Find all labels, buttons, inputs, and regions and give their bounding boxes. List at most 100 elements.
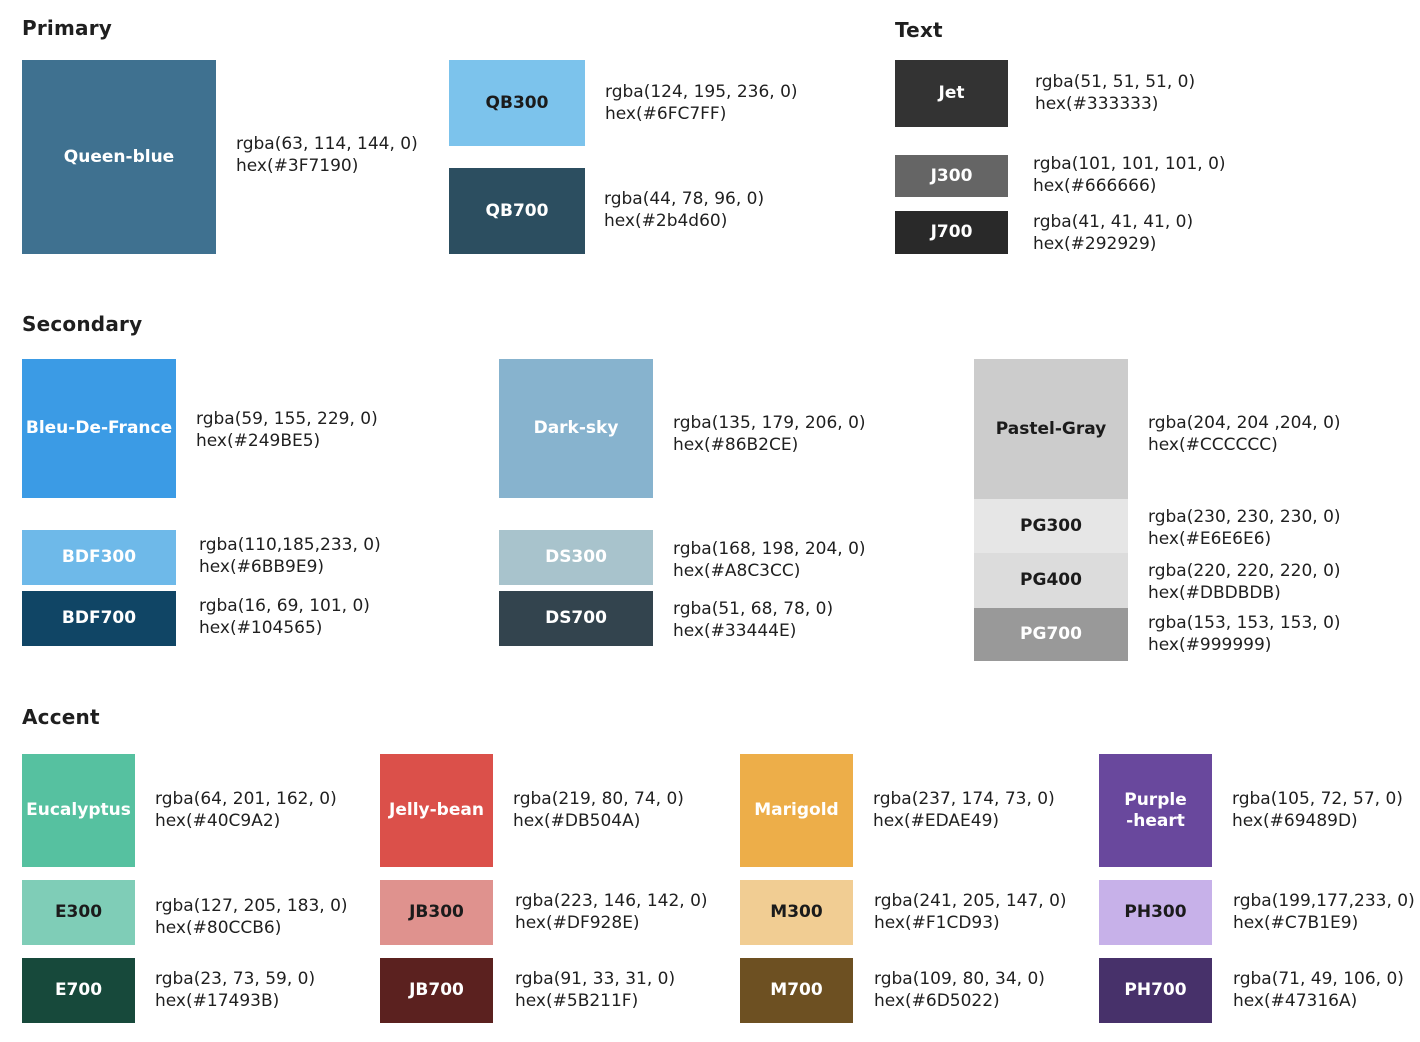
rgba-value: rgba(23, 73, 59, 0) bbox=[155, 969, 316, 989]
swatch-label: Eucalyptus bbox=[26, 800, 131, 820]
color-values-m300: rgba(241, 205, 147, 0) hex(#F1CD93) bbox=[874, 890, 1067, 934]
hex-value: hex(#5B211F) bbox=[515, 991, 639, 1011]
color-values-dark-sky: rgba(135, 179, 206, 0) hex(#86B2CE) bbox=[673, 412, 866, 456]
rgba-value: rgba(241, 205, 147, 0) bbox=[874, 891, 1067, 911]
rgba-value: rgba(101, 101, 101, 0) bbox=[1033, 154, 1226, 174]
section-heading-text: Text bbox=[895, 18, 943, 42]
hex-value: hex(#F1CD93) bbox=[874, 913, 1000, 933]
rgba-value: rgba(16, 69, 101, 0) bbox=[199, 596, 370, 616]
rgba-value: rgba(153, 153, 153, 0) bbox=[1148, 613, 1341, 633]
swatch-e300: E300 bbox=[22, 880, 135, 945]
hex-value: hex(#666666) bbox=[1033, 176, 1157, 196]
swatch-bdf700: BDF700 bbox=[22, 591, 176, 646]
swatch-label: PH700 bbox=[1124, 980, 1187, 1000]
hex-value: hex(#DF928E) bbox=[515, 913, 640, 933]
hex-value: hex(#249BE5) bbox=[196, 431, 321, 451]
swatch-label: DS300 bbox=[545, 547, 607, 567]
rgba-value: rgba(91, 33, 31, 0) bbox=[515, 969, 676, 989]
swatch-label: PG700 bbox=[1020, 624, 1082, 644]
swatch-pg700: PG700 bbox=[974, 608, 1128, 661]
color-values-ph300: rgba(199,177,233, 0) hex(#C7B1E9) bbox=[1233, 890, 1415, 934]
rgba-value: rgba(63, 114, 144, 0) bbox=[236, 134, 418, 154]
hex-value: hex(#2b4d60) bbox=[604, 211, 728, 231]
color-values-pg300: rgba(230, 230, 230, 0) hex(#E6E6E6) bbox=[1148, 506, 1341, 550]
swatch-label: E700 bbox=[54, 980, 103, 1000]
rgba-value: rgba(204, 204 ,204, 0) bbox=[1148, 413, 1341, 433]
swatch-marigold: Marigold bbox=[740, 754, 853, 867]
swatch-label: Marigold bbox=[754, 800, 839, 820]
color-values-ds700: rgba(51, 68, 78, 0) hex(#33444E) bbox=[673, 598, 833, 642]
swatch-qb300: QB300 bbox=[449, 60, 585, 146]
hex-value: hex(#86B2CE) bbox=[673, 435, 799, 455]
color-values-e300: rgba(127, 205, 183, 0) hex(#80CCB6) bbox=[155, 895, 348, 939]
swatch-qb700: QB700 bbox=[449, 168, 585, 254]
color-values-j300: rgba(101, 101, 101, 0) hex(#666666) bbox=[1033, 153, 1226, 197]
rgba-value: rgba(51, 68, 78, 0) bbox=[673, 599, 834, 619]
swatch-label: PG300 bbox=[1020, 515, 1082, 536]
rgba-value: rgba(71, 49, 106, 0) bbox=[1233, 969, 1404, 989]
hex-value: hex(#CCCCCC) bbox=[1148, 435, 1278, 455]
swatch-label: JB700 bbox=[409, 980, 464, 1000]
rgba-value: rgba(44, 78, 96, 0) bbox=[604, 189, 765, 209]
swatch-jb700: JB700 bbox=[380, 958, 493, 1023]
swatch-m700: M700 bbox=[740, 958, 853, 1023]
swatch-m300: M300 bbox=[740, 880, 853, 945]
color-values-qb700: rgba(44, 78, 96, 0) hex(#2b4d60) bbox=[604, 188, 764, 232]
swatch-pg400: PG400 bbox=[974, 553, 1128, 608]
hex-value: hex(#47316A) bbox=[1233, 991, 1358, 1011]
rgba-value: rgba(41, 41, 41, 0) bbox=[1033, 212, 1194, 232]
swatch-label: QB300 bbox=[485, 92, 549, 113]
rgba-value: rgba(168, 198, 204, 0) bbox=[673, 539, 866, 559]
hex-value: hex(#6D5022) bbox=[874, 991, 1000, 1011]
rgba-value: rgba(124, 195, 236, 0) bbox=[605, 82, 798, 102]
color-values-j700: rgba(41, 41, 41, 0) hex(#292929) bbox=[1033, 211, 1193, 255]
color-values-qb300: rgba(124, 195, 236, 0) hex(#6FC7FF) bbox=[605, 81, 798, 125]
color-values-pastel-gray: rgba(204, 204 ,204, 0) hex(#CCCCCC) bbox=[1148, 412, 1341, 456]
swatch-label-line-2: -heart bbox=[1126, 810, 1185, 831]
swatch-ph700: PH700 bbox=[1099, 958, 1212, 1023]
color-values-bleu-de-france: rgba(59, 155, 229, 0) hex(#249BE5) bbox=[196, 408, 378, 452]
rgba-value: rgba(51, 51, 51, 0) bbox=[1035, 72, 1196, 92]
swatch-label: BDF300 bbox=[61, 547, 137, 567]
hex-value: hex(#80CCB6) bbox=[155, 918, 282, 938]
hex-value: hex(#DB504A) bbox=[513, 811, 641, 831]
rgba-value: rgba(223, 146, 142, 0) bbox=[515, 891, 708, 911]
hex-value: hex(#C7B1E9) bbox=[1233, 913, 1359, 933]
rgba-value: rgba(230, 230, 230, 0) bbox=[1148, 507, 1341, 527]
rgba-value: rgba(59, 155, 229, 0) bbox=[196, 409, 378, 429]
swatch-label: M300 bbox=[770, 902, 823, 922]
swatch-ds700: DS700 bbox=[499, 591, 653, 646]
hex-value: hex(#E6E6E6) bbox=[1148, 529, 1272, 549]
swatch-label: Dark-sky bbox=[533, 418, 619, 438]
color-values-bdf700: rgba(16, 69, 101, 0) hex(#104565) bbox=[199, 595, 370, 639]
swatch-label: Queen-blue bbox=[63, 146, 175, 167]
swatch-label: DS700 bbox=[545, 608, 607, 628]
hex-value: hex(#33444E) bbox=[673, 621, 797, 641]
swatch-label: PH300 bbox=[1124, 902, 1187, 922]
color-values-pg400: rgba(220, 220, 220, 0) hex(#DBDBDB) bbox=[1148, 560, 1341, 604]
swatch-pastel-gray: Pastel-Gray bbox=[974, 359, 1128, 499]
hex-value: hex(#333333) bbox=[1035, 94, 1159, 114]
swatch-jelly-bean: Jelly-bean bbox=[380, 754, 493, 867]
color-values-queen-blue: rgba(63, 114, 144, 0) hex(#3F7190) bbox=[236, 133, 418, 177]
hex-value: hex(#69489D) bbox=[1232, 811, 1358, 831]
hex-value: hex(#DBDBDB) bbox=[1148, 583, 1281, 603]
hex-value: hex(#EDAE49) bbox=[873, 811, 1000, 831]
rgba-value: rgba(219, 80, 74, 0) bbox=[513, 789, 684, 809]
swatch-label-line-1: Purple bbox=[1124, 789, 1187, 810]
swatch-e700: E700 bbox=[22, 958, 135, 1023]
hex-value: hex(#17493B) bbox=[155, 991, 280, 1011]
swatch-dark-sky: Dark-sky bbox=[499, 359, 653, 498]
swatch-jet: Jet bbox=[895, 60, 1008, 127]
color-values-jb300: rgba(223, 146, 142, 0) hex(#DF928E) bbox=[515, 890, 708, 934]
swatch-label: JB300 bbox=[409, 902, 464, 922]
section-heading-secondary: Secondary bbox=[22, 312, 143, 336]
swatch-label: Pastel-Gray bbox=[995, 418, 1107, 439]
swatch-label: Jelly-bean bbox=[389, 800, 484, 820]
color-values-e700: rgba(23, 73, 59, 0) hex(#17493B) bbox=[155, 968, 315, 1012]
rgba-value: rgba(105, 72, 57, 0) bbox=[1232, 789, 1403, 809]
rgba-value: rgba(64, 201, 162, 0) bbox=[155, 789, 337, 809]
color-values-purple-heart: rgba(105, 72, 57, 0) hex(#69489D) bbox=[1232, 788, 1403, 832]
hex-value: hex(#999999) bbox=[1148, 635, 1272, 655]
swatch-queen-blue: Queen-blue bbox=[22, 60, 216, 254]
